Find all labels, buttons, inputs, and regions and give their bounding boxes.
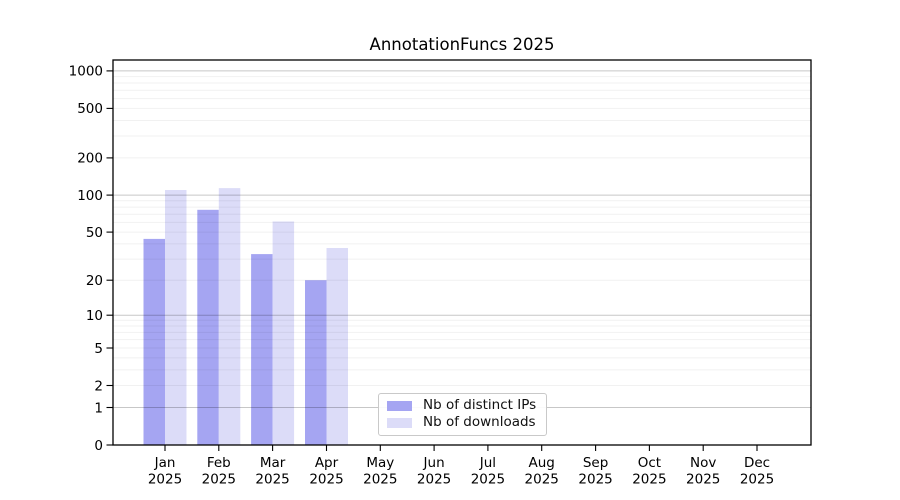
bar-feb-distinct-ips bbox=[197, 209, 219, 445]
legend-swatch-distinct-ips bbox=[387, 400, 412, 412]
legend-item-downloads: Nb of downloads bbox=[387, 416, 538, 430]
x-tick-label-month: May bbox=[366, 455, 394, 471]
x-tick-label-month: Dec bbox=[744, 455, 770, 471]
y-tick-label: 0 bbox=[94, 438, 103, 454]
x-tick-label-year: 2025 bbox=[148, 472, 182, 488]
x-tick-label-month: Jun bbox=[423, 455, 445, 471]
y-tick-label: 100 bbox=[77, 188, 103, 204]
x-tick-label-month: Jan bbox=[154, 455, 176, 471]
y-tick-label: 500 bbox=[77, 101, 103, 117]
x-tick-label-month: Mar bbox=[260, 455, 286, 471]
bar-feb-downloads bbox=[218, 188, 241, 445]
bar-jan-distinct-ips bbox=[143, 238, 165, 445]
x-tick-label-year: 2025 bbox=[471, 472, 505, 488]
x-tick-label-month: Feb bbox=[207, 455, 231, 471]
legend-item-distinct-ips: Nb of distinct IPs bbox=[387, 399, 538, 413]
y-tick-label: 5 bbox=[94, 341, 103, 357]
x-tick-label-year: 2025 bbox=[363, 472, 397, 488]
legend-label-distinct-ips: Nb of distinct IPs bbox=[423, 397, 537, 414]
x-tick-label-year: 2025 bbox=[740, 472, 774, 488]
x-tick-label-month: Nov bbox=[690, 455, 716, 471]
y-tick-label: 200 bbox=[77, 151, 103, 167]
y-tick-label: 20 bbox=[86, 273, 103, 289]
x-tick-label-year: 2025 bbox=[632, 472, 666, 488]
x-tick-label-year: 2025 bbox=[578, 472, 612, 488]
legend-swatch-downloads bbox=[387, 417, 412, 429]
bar-mar-downloads bbox=[272, 221, 295, 445]
bar-jan-downloads bbox=[165, 190, 187, 445]
x-tick-label-month: Apr bbox=[315, 455, 339, 471]
bar-mar-distinct-ips bbox=[251, 254, 273, 445]
plot-border bbox=[112, 59, 812, 446]
y-tick-label: 2 bbox=[94, 378, 103, 394]
x-tick-label-year: 2025 bbox=[525, 472, 559, 488]
x-tick-label-year: 2025 bbox=[255, 472, 289, 488]
bar-apr-distinct-ips bbox=[305, 280, 327, 445]
x-tick-label-year: 2025 bbox=[686, 472, 720, 488]
legend: Nb of distinct IPs Nb of downloads bbox=[378, 393, 547, 436]
y-tick-label: 10 bbox=[86, 308, 103, 324]
y-tick-label: 50 bbox=[86, 225, 103, 241]
x-tick-label-month: Oct bbox=[638, 455, 661, 471]
x-tick-label-year: 2025 bbox=[309, 472, 343, 488]
legend-label-downloads: Nb of downloads bbox=[423, 414, 536, 431]
x-tick-label-month: Sep bbox=[583, 455, 608, 471]
bar-apr-downloads bbox=[326, 248, 348, 445]
x-tick-label-month: Jul bbox=[479, 455, 496, 471]
x-tick-label-year: 2025 bbox=[202, 472, 236, 488]
y-tick-label: 1 bbox=[94, 400, 103, 416]
chart-title: AnnotationFuncs 2025 bbox=[369, 35, 555, 54]
x-tick-label-month: Aug bbox=[529, 455, 555, 471]
y-tick-label: 1000 bbox=[69, 64, 103, 80]
x-tick-label-year: 2025 bbox=[417, 472, 451, 488]
